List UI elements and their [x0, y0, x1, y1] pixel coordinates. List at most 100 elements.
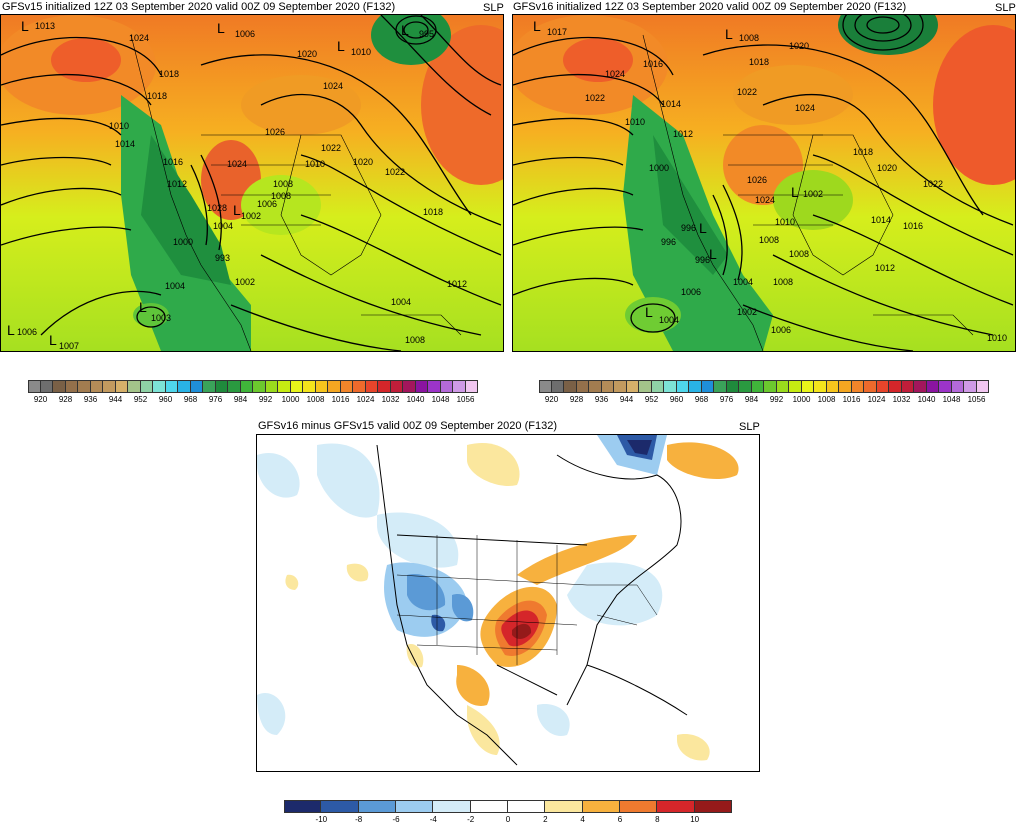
left-isobar-label-20: 1004	[165, 281, 185, 291]
colorbar-tick-label: 984	[744, 395, 759, 404]
colorbar-swatch	[440, 380, 453, 393]
left-isobar-label-23: 1004	[213, 221, 233, 231]
right-isobar-label-12: 1024	[755, 195, 775, 205]
right-isobar-label-15: 1022	[923, 179, 943, 189]
colorbar-tick-label: 6	[617, 815, 623, 824]
left-isobar-label-25: 1006	[257, 199, 277, 209]
left-isobar-label-15: 1018	[423, 207, 443, 217]
colorbar-swatch	[203, 380, 216, 393]
left-isobar-label-27: 1010	[305, 159, 325, 169]
colorbar-swatch	[601, 380, 614, 393]
colorbar-swatch	[789, 380, 802, 393]
left-low-marker-7: L	[49, 332, 57, 348]
colorbar-tick-label: 936	[594, 395, 609, 404]
left-isobar-label-18: 1008	[405, 335, 425, 345]
right-isobar-label-13: 1018	[853, 147, 873, 157]
colorbar-swatch	[901, 380, 914, 393]
colorbar-swatch	[714, 380, 727, 393]
colorbar-swatch	[328, 380, 341, 393]
right-low-marker-2: L	[725, 26, 733, 42]
colorbar-swatch	[976, 380, 989, 393]
colorbar-tick-label: 920	[544, 395, 559, 404]
left-isobar-label-7: 1012	[167, 179, 187, 189]
left-isobar-label-14: 1020	[353, 157, 373, 167]
colorbar-tick-label: 928	[569, 395, 584, 404]
colorbar-swatch	[639, 380, 652, 393]
colorbar-tick-label: 968	[694, 395, 709, 404]
colorbar-swatch	[576, 380, 589, 393]
colorbar-swatch	[589, 380, 602, 393]
colorbar-tick-label: 1056	[967, 395, 986, 404]
colorbar-tick-label: 976	[719, 395, 734, 404]
colorbar-tick-label: 1048	[431, 395, 450, 404]
colorbar-tick-label: 1040	[406, 395, 425, 404]
colorbar-tick-label: 928	[58, 395, 73, 404]
left-isobar-label-22: 1002	[235, 277, 255, 287]
colorbar-tick-label: -2	[467, 815, 475, 824]
right-isobar-label-3: 1022	[585, 93, 605, 103]
right-low-marker-5: L	[699, 220, 707, 236]
colorbar-swatch	[689, 380, 702, 393]
left-isobar-label-8: 1022	[385, 167, 405, 177]
colorbar-swatch	[315, 380, 328, 393]
right-low-marker-6: L	[709, 246, 717, 262]
colorbar-swatch	[651, 380, 664, 393]
right-isobar-label-7: 1020	[789, 41, 809, 51]
colorbar-swatch	[739, 380, 752, 393]
right-isobar-label-19: 1008	[759, 235, 779, 245]
colorbar-tick-label: -6	[392, 815, 400, 824]
right-low-value-5: 996	[681, 223, 696, 233]
left-isobar-label-1: 1024	[129, 33, 149, 43]
left-low-marker-5: L	[139, 299, 147, 315]
colorbar-swatch	[284, 800, 322, 813]
diff-panel-title: GFSv16 minus GFSv15 valid 00Z 09 Septemb…	[258, 420, 557, 432]
right-isobar-label-10: 1024	[795, 103, 815, 113]
left-isobar-label-13: 1008	[273, 179, 293, 189]
colorbar-tick-label: 968	[183, 395, 198, 404]
colorbar-tick-label: 944	[619, 395, 634, 404]
left-isobar-label-17: 1012	[447, 279, 467, 289]
left-slp-colorbar-ticks: 920 928 936 944 952 960 968 976 984 992 1000 1008 10…	[28, 395, 478, 407]
colorbar-swatch	[428, 380, 441, 393]
left-isobar-label-26: 1028	[207, 203, 227, 213]
right-isobar-label-2: 1016	[643, 59, 663, 69]
colorbar-tick-label: 1024	[867, 395, 886, 404]
colorbar-swatch	[403, 380, 416, 393]
right-isobar-label-4: 1014	[661, 99, 681, 109]
right-isobar-label-24: 1010	[987, 333, 1007, 343]
left-isobar-label-3: 1018	[147, 91, 167, 101]
diff-map	[256, 434, 760, 772]
colorbar-swatch	[839, 380, 852, 393]
colorbar-tick-label: 936	[83, 395, 98, 404]
colorbar-swatch	[215, 380, 228, 393]
colorbar-swatch	[78, 380, 91, 393]
left-low-marker-4: L	[401, 22, 409, 38]
diff-shading	[257, 435, 739, 761]
colorbar-swatch	[240, 380, 253, 393]
colorbar-swatch	[303, 380, 316, 393]
left-isobar-label-28: 1008	[271, 191, 291, 201]
diff-colorbar-ticks: -10 -8 -6 -4 -2 0 2 4 6 8 10	[284, 815, 732, 827]
colorbar-tick-label: 992	[769, 395, 784, 404]
left-isobar-label-6: 1016	[163, 157, 183, 167]
colorbar-tick-label: 8	[655, 815, 660, 824]
right-isobar-label-26: 1000	[649, 163, 669, 173]
right-slp-map: L L L L L L 1017 1008 1004 1002 996 996 …	[512, 14, 1016, 352]
right-isobar-label-25: 1006	[771, 325, 791, 335]
left-low-value-8: 1002	[241, 211, 261, 221]
colorbar-tick-label: 984	[233, 395, 248, 404]
colorbar-tick-label: 952	[133, 395, 148, 404]
right-low-value-4: 1002	[803, 189, 823, 199]
colorbar-swatch	[582, 800, 620, 813]
colorbar-swatch	[90, 380, 103, 393]
left-isobar-label-2: 1018	[159, 69, 179, 79]
diff-svg	[257, 435, 759, 771]
colorbar-swatch	[801, 380, 814, 393]
colorbar-swatch	[676, 380, 689, 393]
left-isobar-label-9: 1020	[297, 49, 317, 59]
colorbar-swatch	[178, 380, 191, 393]
colorbar-swatch	[378, 380, 391, 393]
colorbar-swatch	[726, 380, 739, 393]
colorbar-swatch	[290, 380, 303, 393]
colorbar-swatch	[776, 380, 789, 393]
